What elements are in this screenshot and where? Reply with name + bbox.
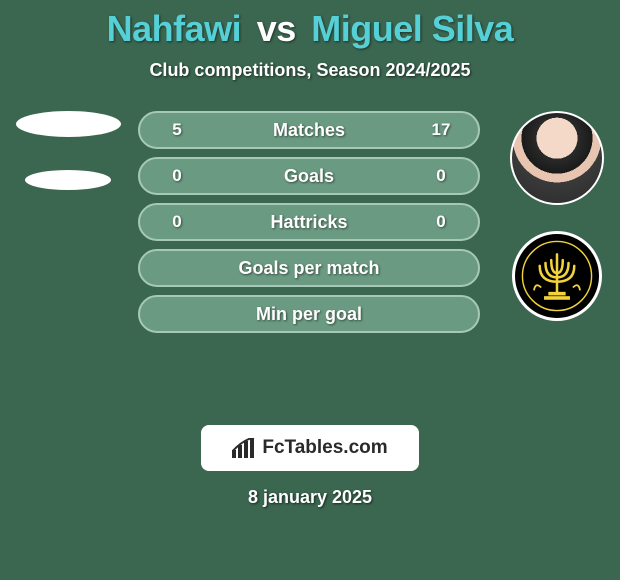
content: 5Matches170Goals00Hattricks0Goals per ma…: [0, 111, 620, 391]
title: Nahfawi vs Miguel Silva: [0, 0, 620, 50]
stat-row: Goals per match: [138, 249, 480, 287]
player1-column: [8, 111, 128, 195]
player1-placeholder-icon: [16, 111, 121, 137]
comparison-card: Nahfawi vs Miguel Silva Club competition…: [0, 0, 620, 580]
stat-right-value: 0: [420, 166, 462, 186]
brand-badge: FcTables.com: [201, 425, 419, 471]
player1-name: Nahfawi: [107, 8, 242, 49]
date-label: 8 january 2025: [0, 487, 620, 508]
stat-left-value: 0: [156, 212, 198, 232]
stat-label: Min per goal: [198, 304, 420, 325]
stat-row: 0Hattricks0: [138, 203, 480, 241]
bars-icon: [232, 438, 256, 458]
stat-left-value: 5: [156, 120, 198, 140]
stat-label: Hattricks: [198, 212, 420, 233]
stat-row: 5Matches17: [138, 111, 480, 149]
menorah-crest-icon: [521, 240, 593, 312]
player2-column: [502, 111, 612, 321]
brand-text: FcTables.com: [262, 437, 387, 459]
stat-row: Min per goal: [138, 295, 480, 333]
player1-club-placeholder-icon: [25, 170, 111, 190]
player2-photo: [510, 111, 604, 205]
stat-label: Goals per match: [198, 258, 420, 279]
stat-label: Matches: [198, 120, 420, 141]
vs-label: vs: [257, 8, 296, 49]
player2-name: Miguel Silva: [311, 8, 513, 49]
stat-right-value: 0: [420, 212, 462, 232]
stat-row: 0Goals0: [138, 157, 480, 195]
subtitle: Club competitions, Season 2024/2025: [0, 60, 620, 81]
player2-club-crest: [512, 231, 602, 321]
stat-label: Goals: [198, 166, 420, 187]
stat-left-value: 0: [156, 166, 198, 186]
stat-right-value: 17: [420, 120, 462, 140]
stats-rows: 5Matches170Goals00Hattricks0Goals per ma…: [138, 111, 480, 341]
